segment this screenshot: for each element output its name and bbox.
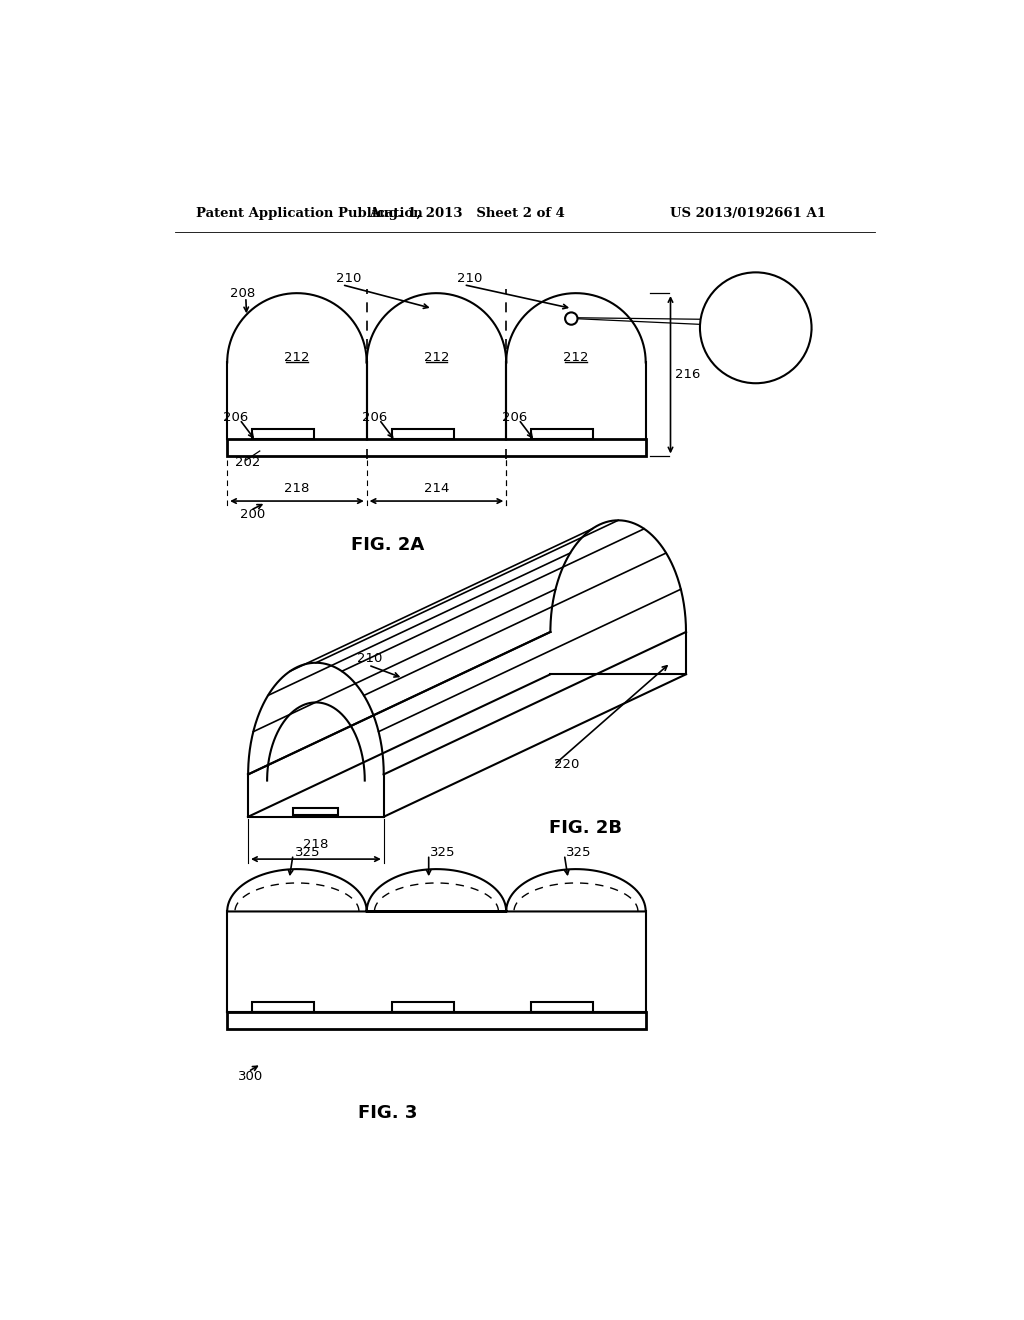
Bar [391,429,454,440]
Text: FIG. 2B: FIG. 2B [549,820,622,837]
Bar [391,1002,454,1011]
Text: 212: 212 [285,351,309,363]
Text: 210: 210 [458,272,482,285]
Text: 200: 200 [241,508,265,520]
Text: 206: 206 [502,412,526,425]
Circle shape [700,272,812,383]
Text: 216: 216 [675,368,700,381]
Text: 206: 206 [222,412,248,425]
Text: US 2013/0192661 A1: US 2013/0192661 A1 [671,207,826,220]
Text: 225: 225 [760,282,785,296]
Bar [531,429,593,440]
Text: 208: 208 [230,286,256,300]
Circle shape [565,313,578,325]
Text: 212: 212 [424,351,450,363]
Text: 214: 214 [424,482,450,495]
Text: 202: 202 [234,455,260,469]
Text: FIG. 3: FIG. 3 [358,1105,418,1122]
Bar [252,1002,314,1011]
Text: 218: 218 [303,838,329,851]
Bar [227,440,646,457]
Text: Aug. 1, 2013   Sheet 2 of 4: Aug. 1, 2013 Sheet 2 of 4 [370,207,565,220]
Text: 218: 218 [285,482,309,495]
Text: Patent Application Publication: Patent Application Publication [197,207,423,220]
Text: 210: 210 [356,652,382,665]
Bar [227,1011,646,1028]
Text: 206: 206 [362,412,387,425]
Bar [531,1002,593,1011]
Text: 325: 325 [566,846,592,859]
Text: 300: 300 [238,1069,263,1082]
Bar [252,429,314,440]
Text: 212: 212 [563,351,589,363]
Bar [294,808,338,816]
Text: 210: 210 [336,272,361,285]
Text: 325: 325 [295,846,321,859]
Text: FIG. 2A: FIG. 2A [351,536,424,554]
Text: 220: 220 [554,758,580,771]
Text: 325: 325 [430,846,456,859]
